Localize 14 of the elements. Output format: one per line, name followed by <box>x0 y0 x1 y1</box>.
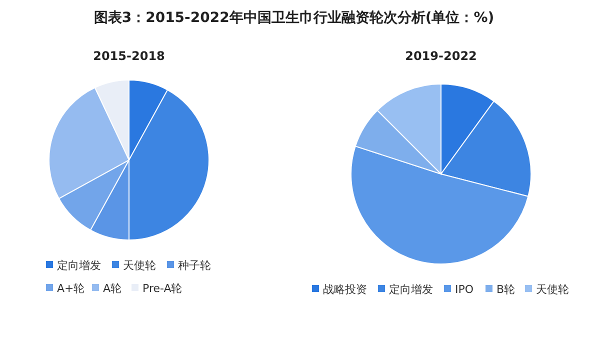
legend-label: IPO <box>455 283 474 296</box>
legend-label: 种子轮 <box>178 259 211 272</box>
legend-label: 定向增发 <box>389 283 433 296</box>
legend-label: 天使轮 <box>536 283 569 296</box>
legend-label: A轮 <box>103 282 122 295</box>
legend-label: 战略投资 <box>323 283 367 296</box>
legend-label: A+轮 <box>57 282 85 295</box>
text: 图表3：2015-2022年中国卫生巾行业融资轮次分析(单位：%) <box>94 10 494 26</box>
chart-subtitle: 2015-2018 <box>93 49 165 63</box>
legend-label: Pre-A轮 <box>142 282 182 295</box>
chart-subtitle: 2019-2022 <box>405 49 477 63</box>
legend-label: 定向增发 <box>57 259 101 272</box>
legend-label: 天使轮 <box>123 259 156 272</box>
legend-label: B轮 <box>496 283 516 296</box>
